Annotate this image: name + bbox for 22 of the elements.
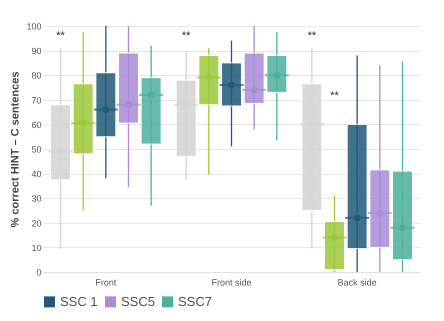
y-tick-label: 70: [31, 95, 42, 106]
y-tick-label: 90: [31, 46, 42, 56]
annotation: **: [56, 30, 66, 42]
annotation: **: [330, 90, 340, 102]
y-tick-label: 100: [26, 22, 42, 32]
y-tick-label: 40: [31, 169, 42, 180]
x-tick-label: Back side: [338, 278, 377, 288]
y-tick-label: 30: [31, 194, 42, 204]
x-tick-label: Front side: [211, 278, 252, 288]
x-tick-label: Front: [95, 278, 117, 288]
annotation: **: [308, 30, 317, 42]
annotation: **: [182, 30, 192, 42]
y-tick-label: 50: [31, 144, 42, 154]
y-tick-label: 60: [31, 120, 42, 130]
legend-label: SSC7: [178, 294, 212, 309]
y-tick-label: 0: [36, 268, 42, 278]
y-tick-label: 20: [31, 218, 42, 228]
y-tick-label: 80: [31, 70, 42, 81]
legend-label: SSC 1: [60, 294, 98, 309]
legend-label: SSC5: [121, 294, 155, 309]
y-tick-label: 10: [31, 242, 42, 253]
y-axis-title: % correct HINT – C sentences: [9, 72, 22, 228]
